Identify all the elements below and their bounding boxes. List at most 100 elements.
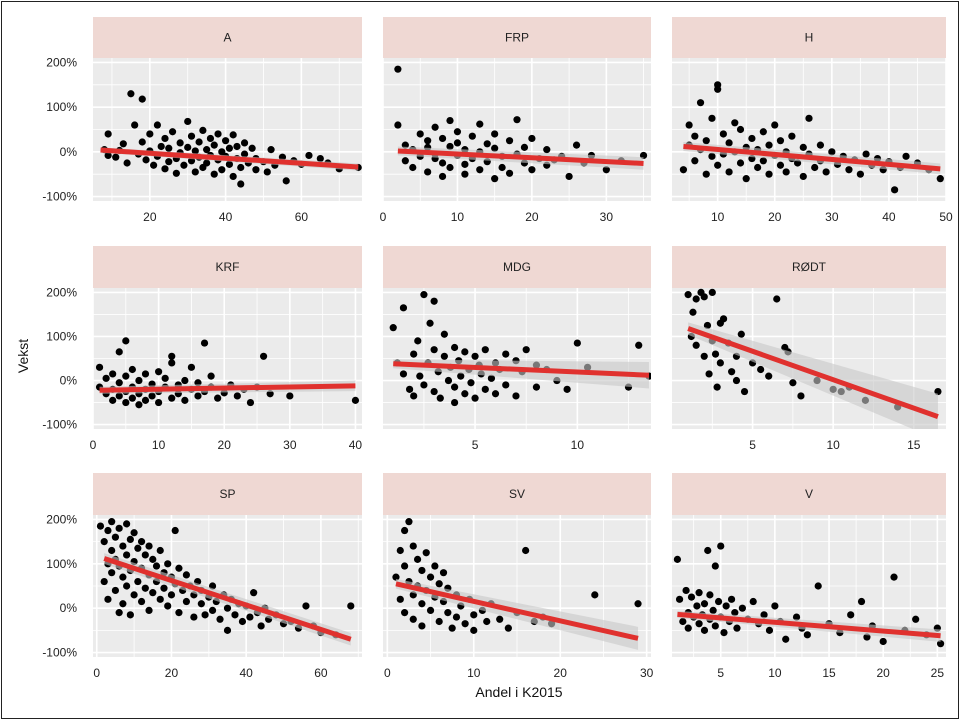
data-point bbox=[822, 168, 830, 176]
data-point bbox=[157, 142, 165, 151]
panel-a: A -100% 0% 100% 200% 20 40 60 bbox=[42, 17, 362, 224]
data-point bbox=[229, 131, 237, 139]
data-point bbox=[108, 518, 116, 526]
data-point bbox=[181, 376, 189, 385]
x-tick-label: 20 bbox=[165, 666, 179, 680]
data-point bbox=[123, 520, 131, 528]
data-point bbox=[123, 551, 131, 559]
x-tick-label: 10 bbox=[768, 666, 782, 680]
strip-label-sv: SV bbox=[509, 487, 525, 501]
data-point bbox=[471, 352, 479, 360]
x-tick-label: 10 bbox=[571, 438, 585, 452]
data-point bbox=[389, 324, 397, 332]
data-point bbox=[782, 635, 790, 643]
data-point bbox=[765, 372, 773, 380]
panel-plot-area bbox=[96, 518, 355, 646]
strip-label-a: A bbox=[223, 31, 231, 45]
data-point bbox=[711, 562, 719, 570]
data-point bbox=[161, 374, 169, 382]
data-point bbox=[167, 591, 176, 599]
data-point bbox=[145, 606, 153, 615]
data-point bbox=[776, 137, 785, 145]
data-point bbox=[765, 626, 774, 634]
data-point bbox=[135, 401, 143, 409]
data-point bbox=[635, 341, 643, 349]
data-point bbox=[401, 562, 409, 570]
data-point bbox=[115, 609, 123, 617]
data-point bbox=[184, 143, 192, 151]
data-point bbox=[410, 350, 418, 358]
data-point bbox=[104, 130, 112, 138]
panel-plot-area bbox=[100, 90, 362, 188]
data-point bbox=[210, 170, 218, 178]
data-point bbox=[765, 170, 773, 178]
data-point bbox=[126, 535, 134, 544]
data-point bbox=[164, 560, 172, 568]
x-tick-label: 10 bbox=[711, 210, 725, 224]
panel-krf: KRF -100% 0% 100% 200% 0 10 20 30 40 bbox=[42, 246, 362, 452]
data-point bbox=[223, 626, 232, 634]
data-point bbox=[399, 370, 408, 378]
data-point bbox=[816, 141, 825, 149]
y-tick-label: -100% bbox=[42, 646, 77, 660]
data-point bbox=[520, 143, 529, 151]
data-point bbox=[225, 144, 233, 152]
strip-label-krf: KRF bbox=[216, 260, 240, 274]
data-point bbox=[481, 346, 489, 354]
data-point bbox=[502, 350, 510, 358]
data-point bbox=[424, 137, 432, 145]
data-point bbox=[207, 372, 215, 380]
panel-plot-area bbox=[679, 81, 944, 194]
data-point bbox=[693, 602, 701, 610]
regression-line bbox=[393, 361, 650, 378]
x-tick-label: 0 bbox=[380, 210, 387, 224]
data-point bbox=[706, 591, 714, 599]
data-point bbox=[936, 640, 945, 648]
regression-line bbox=[677, 611, 941, 639]
data-point bbox=[431, 562, 439, 570]
data-point bbox=[444, 609, 452, 617]
panel-plot-area bbox=[673, 542, 945, 648]
data-point bbox=[104, 595, 112, 603]
data-point bbox=[246, 398, 255, 407]
data-point bbox=[134, 577, 142, 586]
strip-label-h: H bbox=[805, 31, 814, 45]
data-point bbox=[468, 132, 476, 140]
x-tick-label: 20 bbox=[554, 666, 568, 680]
data-point bbox=[123, 582, 131, 590]
data-point bbox=[714, 161, 722, 169]
data-point bbox=[879, 637, 887, 646]
data-point bbox=[203, 159, 211, 167]
data-point bbox=[803, 631, 811, 639]
data-point bbox=[130, 591, 138, 599]
x-tick-label: 15 bbox=[907, 438, 921, 452]
data-point bbox=[111, 586, 120, 595]
data-point bbox=[532, 383, 541, 391]
x-tick-label: 0 bbox=[384, 666, 391, 680]
data-point bbox=[115, 524, 123, 532]
data-point bbox=[857, 597, 866, 606]
data-point bbox=[248, 144, 256, 152]
data-point bbox=[891, 186, 899, 194]
data-point bbox=[446, 116, 454, 125]
data-point bbox=[711, 350, 720, 358]
data-point bbox=[890, 573, 898, 581]
data-point bbox=[700, 352, 708, 360]
data-point bbox=[689, 308, 697, 316]
data-point bbox=[505, 137, 514, 145]
data-point bbox=[122, 337, 130, 345]
data-point bbox=[759, 128, 767, 136]
data-point bbox=[200, 339, 209, 347]
data-point bbox=[491, 144, 499, 152]
x-tick-label: 25 bbox=[931, 666, 945, 680]
data-point bbox=[396, 546, 404, 555]
strip-label-mdg: MDG bbox=[503, 260, 531, 274]
strip-rodt bbox=[672, 246, 946, 288]
panel-h: H 10 20 30 40 50 bbox=[672, 17, 953, 224]
data-point bbox=[131, 121, 139, 129]
data-point bbox=[172, 169, 180, 177]
data-point bbox=[126, 611, 134, 619]
y-tick-label: -100% bbox=[42, 190, 77, 204]
data-point bbox=[399, 304, 408, 312]
data-point bbox=[137, 538, 146, 546]
